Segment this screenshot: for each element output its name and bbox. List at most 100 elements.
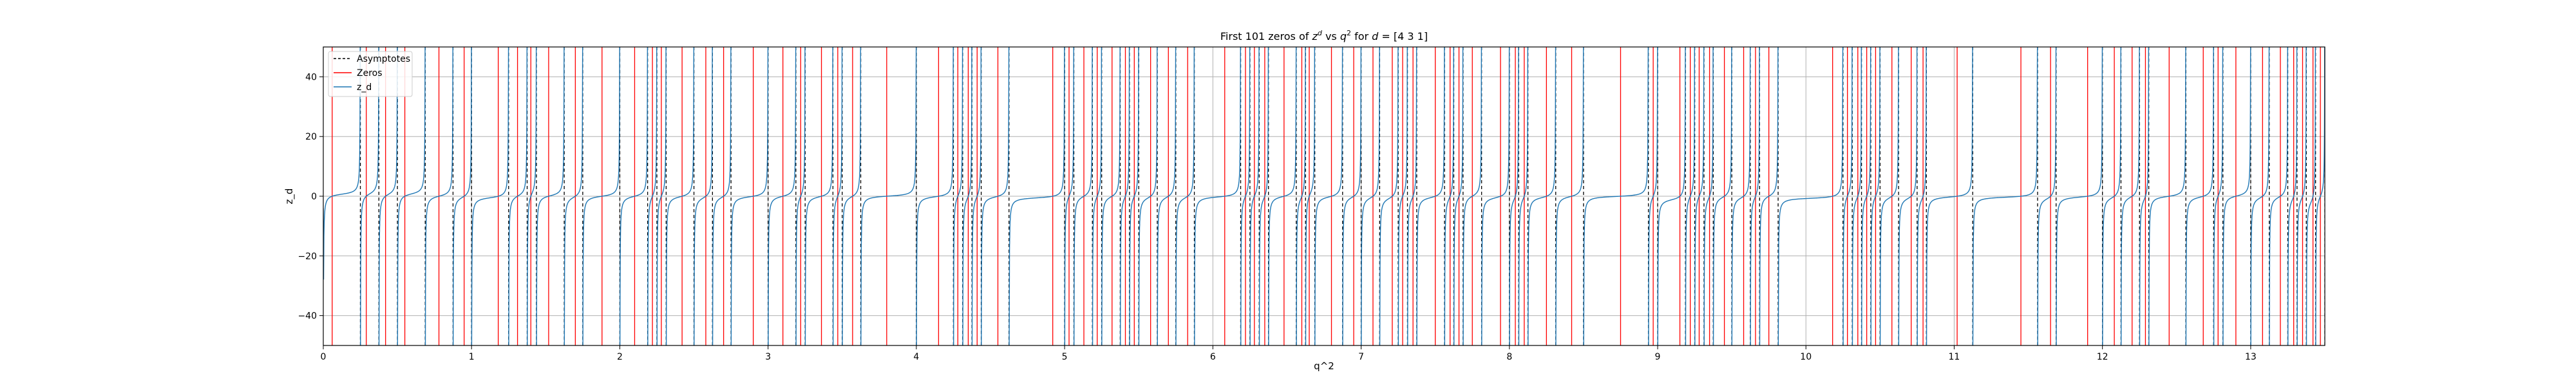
z-d-branch — [842, 47, 862, 345]
z-d-branch — [1972, 47, 2038, 345]
z-d-branch — [1249, 47, 1260, 345]
z-d-branch — [1759, 47, 1779, 345]
z-d-branch — [1657, 47, 1686, 345]
x-tick-label: 3 — [765, 352, 771, 362]
legend-box — [328, 51, 413, 97]
z-d-branch — [2120, 47, 2140, 345]
z-d-branch — [694, 47, 713, 345]
z-d-branch — [471, 47, 509, 345]
x-tick-label: 2 — [617, 352, 623, 362]
x-axis-ticks: 0 1 2 3 4 5 6 7 8 9 10 11 12 13 — [321, 345, 2257, 362]
z-d-branch — [1268, 47, 1297, 345]
z-d-branch — [1342, 47, 1362, 345]
z-d-branch — [2315, 47, 2325, 345]
z-d-branch — [1750, 47, 1760, 345]
z-d-branch — [582, 47, 620, 345]
z-d-branch — [1194, 47, 1241, 345]
y-axis-label: z_d — [283, 188, 296, 205]
x-tick-label: 6 — [1210, 352, 1216, 362]
z-d-branch — [656, 47, 667, 345]
z-d-branch — [564, 47, 583, 345]
z-d-branch — [1870, 47, 1880, 345]
z-d-branch — [1648, 47, 1658, 345]
z-d-branch — [1852, 47, 1862, 345]
z-d-branch — [1879, 47, 1899, 345]
z-d-branch — [2185, 47, 2214, 345]
z-d-branch — [1555, 47, 1584, 345]
z-d-branch — [527, 47, 537, 345]
y-tick-label: −20 — [298, 252, 317, 262]
z-d-branch — [971, 47, 982, 345]
z-d-branch — [1074, 47, 1093, 345]
x-tick-label: 5 — [1062, 352, 1068, 362]
z-d-branch — [2056, 47, 2103, 345]
z-d-branch — [1314, 47, 1343, 345]
y-tick-label: 20 — [305, 132, 317, 142]
z-d-branch — [2148, 47, 2186, 345]
z-d-branch — [323, 47, 361, 280]
z-d-branch — [916, 47, 954, 345]
z-d-branch — [1258, 47, 1269, 345]
z-d-branch — [712, 47, 732, 345]
z-d-branch — [1379, 47, 1399, 345]
x-tick-label: 0 — [321, 352, 327, 362]
z-d-branch — [804, 47, 833, 345]
x-tick-label: 12 — [2097, 352, 2108, 362]
z-d-branch — [619, 47, 649, 345]
legend-zeros-label: Zeros — [357, 68, 383, 78]
z-d-branch — [795, 47, 806, 345]
z-d-branch — [2213, 47, 2224, 345]
x-tick-label: 4 — [913, 352, 919, 362]
z-d-branch — [1175, 47, 1195, 345]
z-d-branch — [536, 47, 565, 345]
z-d-branch — [962, 47, 972, 345]
z-d-branch — [1898, 47, 1918, 345]
z-d-branch — [730, 47, 769, 345]
z-d-curves — [323, 47, 2325, 345]
z-d-branch — [424, 47, 453, 345]
z-d-branch — [360, 47, 379, 345]
z-d-branch — [1129, 47, 1139, 345]
x-tick-label: 7 — [1358, 352, 1364, 362]
x-tick-label: 10 — [1800, 352, 1812, 362]
legend-asymptotes-label: Asymptotes — [357, 54, 410, 64]
z-d-branch — [1454, 47, 1464, 345]
z-d-branch — [1397, 47, 1408, 345]
y-tick-label: 0 — [311, 192, 317, 202]
z-d-branch — [452, 47, 472, 345]
z-d-branch — [1407, 47, 1417, 345]
z-d-branch — [2250, 47, 2270, 345]
z-d-branch — [768, 47, 797, 345]
z-d-branch — [1777, 47, 1844, 345]
z-d-branch — [1444, 47, 1454, 345]
z-d-branch — [1138, 47, 1158, 345]
z-d-branch — [1518, 47, 1528, 345]
z-d-branch — [832, 47, 843, 345]
z-d-branch — [1583, 47, 1649, 345]
z-d-branch — [1731, 47, 1751, 345]
z-d-branch — [2139, 47, 2150, 345]
z-d-branch — [1926, 47, 1973, 345]
z-d-branch — [2102, 47, 2121, 345]
z-d-branch — [1694, 47, 1705, 345]
z-d-branch — [2287, 47, 2298, 345]
z-d-branch — [2306, 47, 2316, 345]
z-d-branch — [1416, 47, 1445, 345]
z-d-branch — [981, 47, 1010, 345]
z-d-branch — [1685, 47, 1695, 345]
z-d-branch — [1509, 47, 1519, 345]
z-d-branch — [1092, 47, 1103, 345]
z-d-branch — [1917, 47, 1927, 345]
z-d-branch — [1157, 47, 1177, 345]
legend: Asymptotes Zeros z_d — [328, 51, 413, 97]
x-tick-label: 9 — [1655, 352, 1661, 362]
z-d-branch — [1861, 47, 1871, 345]
z-d-branch — [1101, 47, 1121, 345]
z-d-branch — [508, 47, 528, 345]
z-d-branch — [1712, 47, 1732, 345]
z-d-branch — [397, 47, 426, 345]
z-d-branch — [860, 47, 917, 345]
z-d-branch — [1296, 47, 1306, 345]
z-d-branch — [1703, 47, 1714, 345]
